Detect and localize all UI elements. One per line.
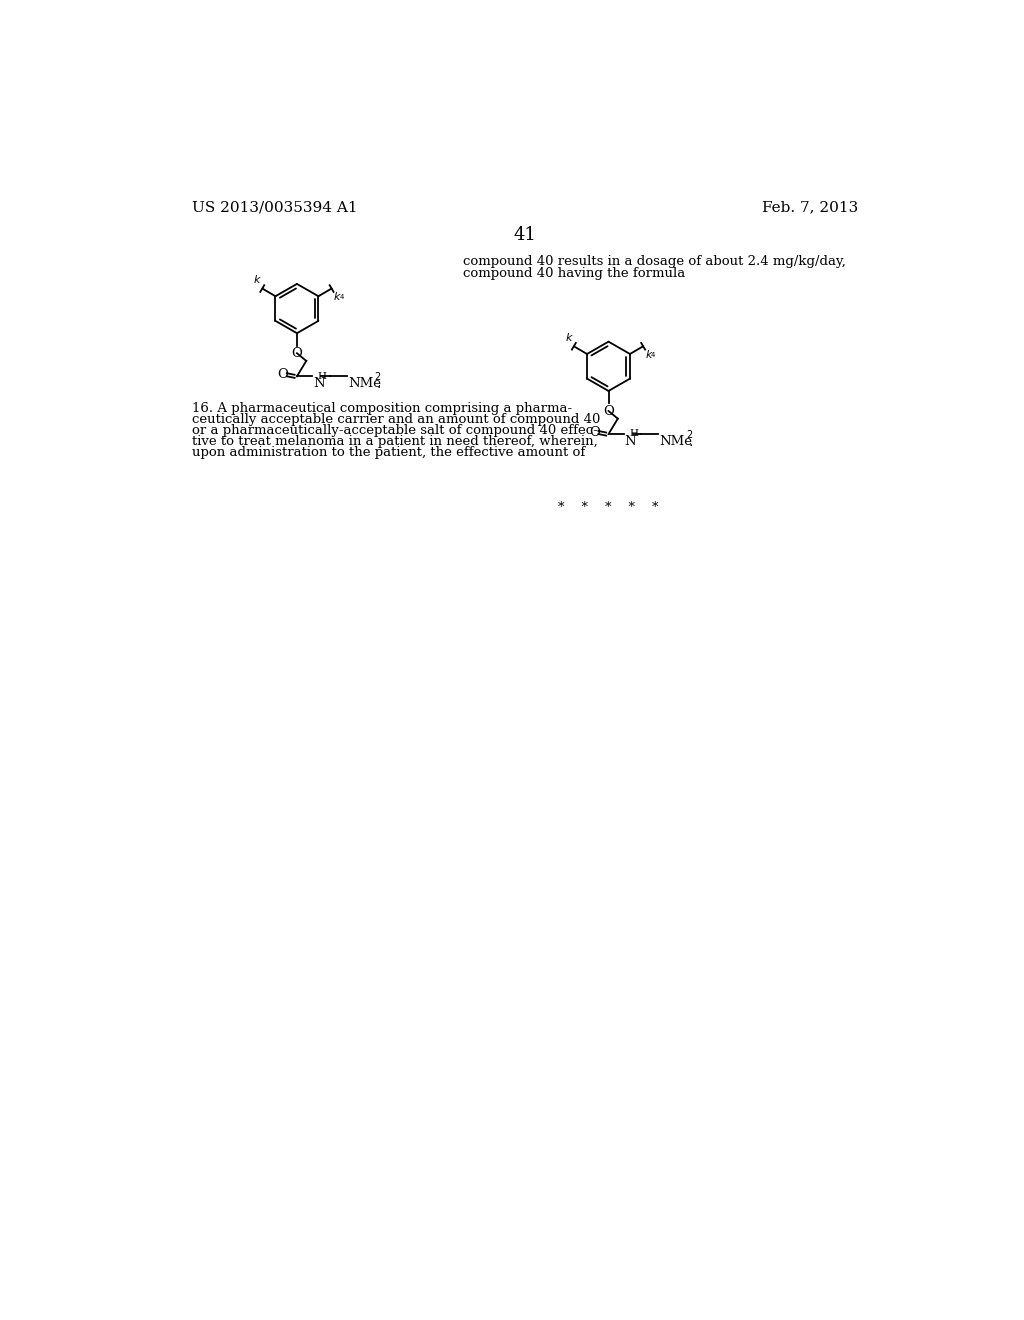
Text: $\it{k}$: $\it{k}$ <box>565 331 573 343</box>
Text: NMe: NMe <box>348 378 381 391</box>
Text: .: . <box>688 434 692 449</box>
Text: 2: 2 <box>686 430 692 440</box>
Text: H: H <box>317 372 327 380</box>
Text: $\it{k}$: $\it{k}$ <box>333 290 342 302</box>
Text: O: O <box>603 405 614 418</box>
Text: *    *    *    *    *: * * * * * <box>558 502 658 513</box>
Text: or a pharmaceutically-acceptable salt of compound 40 effec-: or a pharmaceutically-acceptable salt of… <box>191 424 597 437</box>
Text: US 2013/0035394 A1: US 2013/0035394 A1 <box>191 201 357 215</box>
Text: $\it{k}$: $\it{k}$ <box>253 273 262 285</box>
Text: $_4$: $_4$ <box>339 293 345 302</box>
Text: 41: 41 <box>513 226 537 244</box>
Text: 2: 2 <box>375 372 381 383</box>
Text: O: O <box>589 426 600 440</box>
Text: upon administration to the patient, the effective amount of: upon administration to the patient, the … <box>191 446 585 459</box>
Text: Feb. 7, 2013: Feb. 7, 2013 <box>762 201 858 215</box>
Text: $_4$: $_4$ <box>650 350 656 360</box>
Text: tive to treat melanoma in a patient in need thereof, wherein,: tive to treat melanoma in a patient in n… <box>191 436 597 449</box>
Text: compound 40 results in a dosage of about 2.4 mg/kg/day,: compound 40 results in a dosage of about… <box>463 255 846 268</box>
Text: $\it{k}$: $\it{k}$ <box>645 348 653 360</box>
Text: ceutically acceptable carrier and an amount of compound 40: ceutically acceptable carrier and an amo… <box>191 413 600 426</box>
Text: O: O <box>278 368 289 381</box>
Text: .: . <box>377 378 381 391</box>
Text: compound 40 having the formula: compound 40 having the formula <box>463 267 685 280</box>
Text: N: N <box>625 434 636 447</box>
Text: 16. A pharmaceutical composition comprising a pharma-: 16. A pharmaceutical composition compris… <box>191 401 571 414</box>
Text: H: H <box>630 429 638 438</box>
Text: O: O <box>292 347 302 360</box>
Text: NMe: NMe <box>659 434 692 447</box>
Text: N: N <box>313 378 325 391</box>
